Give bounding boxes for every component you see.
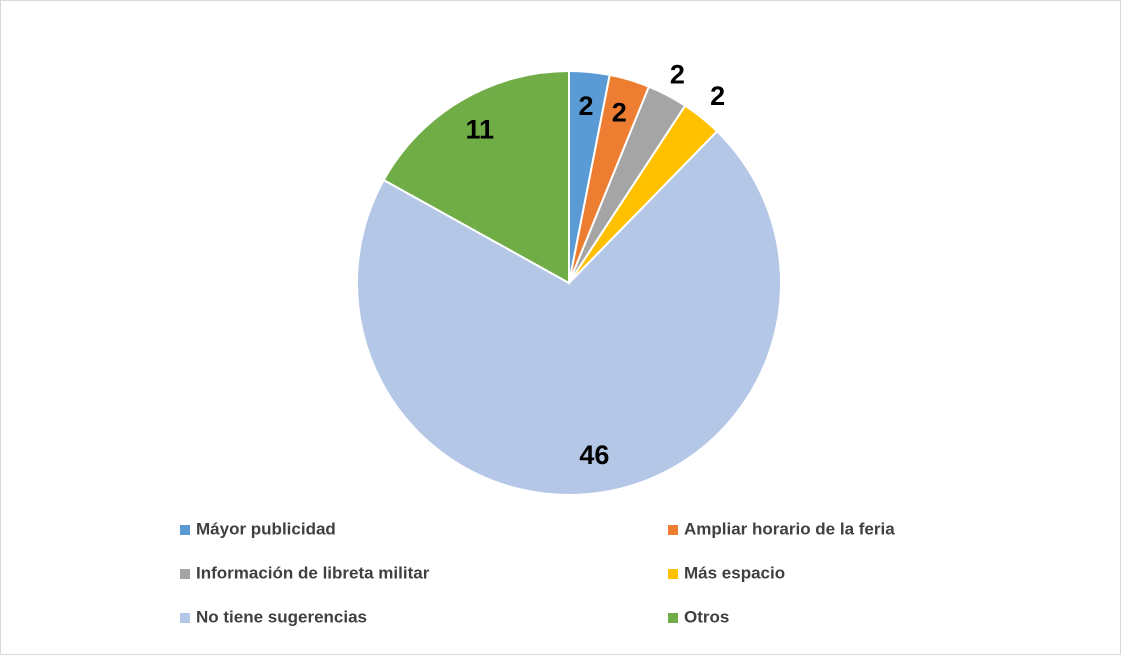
data-label: 2: [670, 60, 685, 90]
legend-swatch: [180, 525, 190, 535]
pie-slice: [356, 129, 782, 496]
pie-slice: [382, 69, 570, 285]
legend-swatch: [180, 613, 190, 623]
legend-label: Información de libreta militar: [196, 563, 430, 582]
data-label: 2: [578, 91, 593, 121]
legend-swatch: [668, 613, 678, 623]
data-label: 2: [710, 81, 725, 111]
data-label: 11: [466, 114, 495, 144]
legend-label: Más espacio: [684, 563, 785, 582]
legend-label: Máyor publicidad: [196, 519, 336, 538]
data-label: 2: [612, 98, 627, 128]
legend-swatch: [668, 525, 678, 535]
data-label: 46: [579, 440, 609, 470]
legend-label: No tiene sugerencias: [196, 607, 367, 626]
legend-swatch: [180, 569, 190, 579]
legend-swatch: [668, 569, 678, 579]
legend-label: Otros: [684, 607, 729, 626]
legend-label: Ampliar horario de la feria: [684, 519, 895, 538]
